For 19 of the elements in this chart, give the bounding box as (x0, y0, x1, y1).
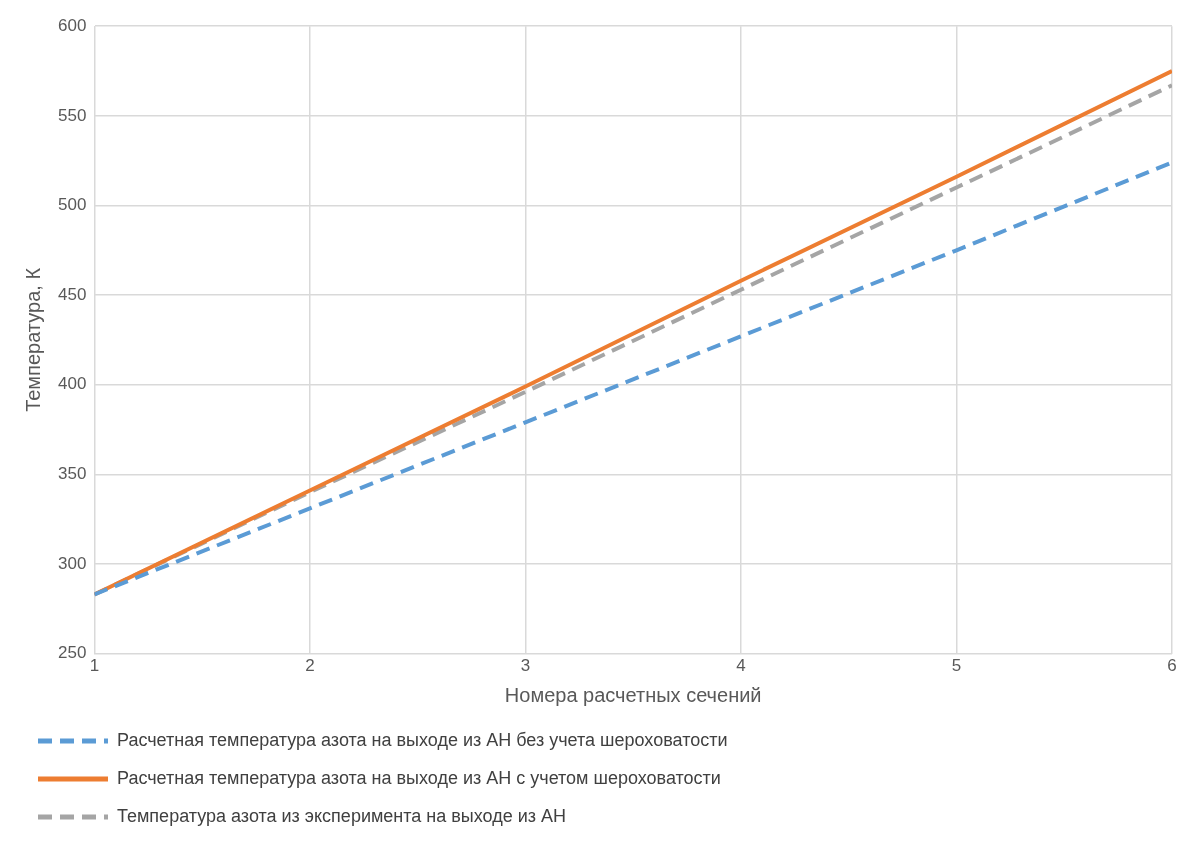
x-tick-label: 1 (89, 656, 100, 676)
x-tick-label: 3 (520, 656, 531, 676)
y-tick-label: 600 (57, 15, 87, 35)
y-axis-title: Температура, К (21, 267, 44, 412)
y-tick-label: 450 (57, 284, 87, 304)
y-tick-label: 350 (57, 464, 87, 484)
y-tick-label: 300 (57, 553, 87, 573)
y-tick-label: 250 (57, 643, 87, 663)
x-tick-label: 4 (736, 656, 746, 676)
x-tick-label: 5 (951, 656, 962, 676)
y-tick-label: 550 (57, 105, 87, 125)
x-tick-label: 6 (1167, 656, 1177, 676)
y-tick-label: 500 (57, 195, 87, 215)
legend-label: Расчетная температура азота на выходе из АН без учета шероховатости (117, 729, 728, 750)
x-axis-title: Номера расчетных сечений (504, 683, 762, 706)
legend-label: Температура азота из эксперимента на выходе из АН (117, 805, 567, 826)
x-tick-label: 2 (305, 656, 315, 676)
y-tick-label: 400 (57, 374, 87, 394)
legend-label: Расчетная температура азота на выходе из АН с учетом шероховатости (117, 767, 721, 788)
